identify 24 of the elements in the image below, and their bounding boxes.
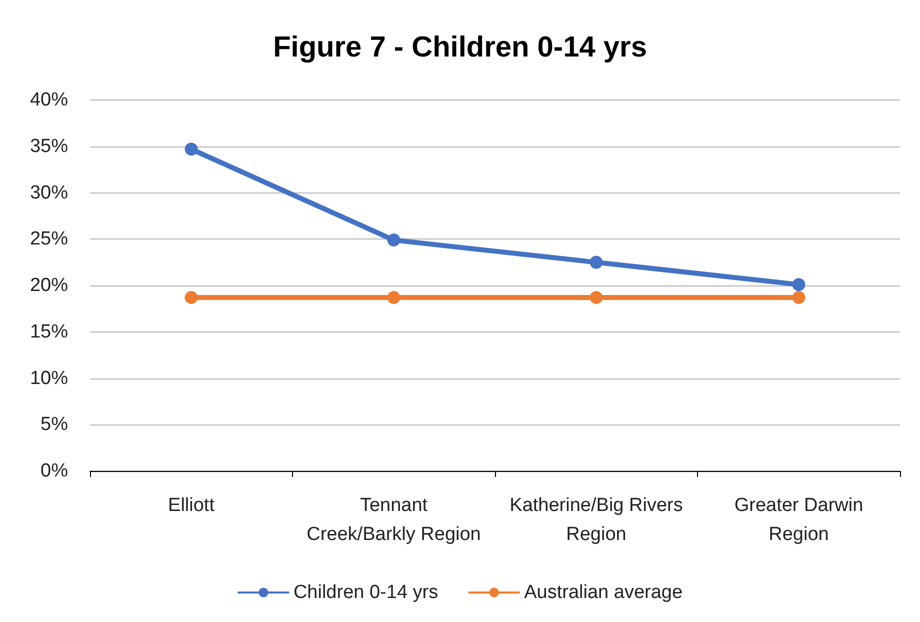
point	[387, 234, 400, 247]
legend-label: Australian average	[524, 582, 683, 603]
y-tick-label: 20%	[30, 275, 68, 296]
x-tick-label: Elliott	[168, 495, 216, 516]
x-tick-label: Tennant Creek/Barkly Region	[306, 495, 481, 545]
y-tick-label: 15%	[30, 321, 68, 342]
point	[792, 278, 806, 292]
point	[590, 256, 603, 269]
y-tick-label: 40%	[30, 90, 68, 110]
y-tick-label: 30%	[30, 182, 68, 204]
point	[590, 291, 603, 304]
point	[792, 291, 806, 304]
legend-label: Children 0-14 yrs	[293, 582, 438, 603]
point	[184, 291, 198, 304]
y-tick-label: 5%	[40, 414, 68, 436]
point	[184, 142, 198, 156]
point	[387, 291, 400, 304]
y-tick-label: 35%	[30, 136, 68, 157]
y-tick-label: 25%	[30, 228, 68, 250]
x-tick-label: Katherine/Big Rivers Region	[510, 495, 683, 545]
y-tick-label: 10%	[30, 368, 68, 389]
y-tick-label: 0%	[40, 460, 68, 482]
chart-title: Figure 7 - Children 0-14 yrs	[273, 32, 647, 64]
x-tick-label: Greater Darwin Region	[734, 495, 864, 545]
